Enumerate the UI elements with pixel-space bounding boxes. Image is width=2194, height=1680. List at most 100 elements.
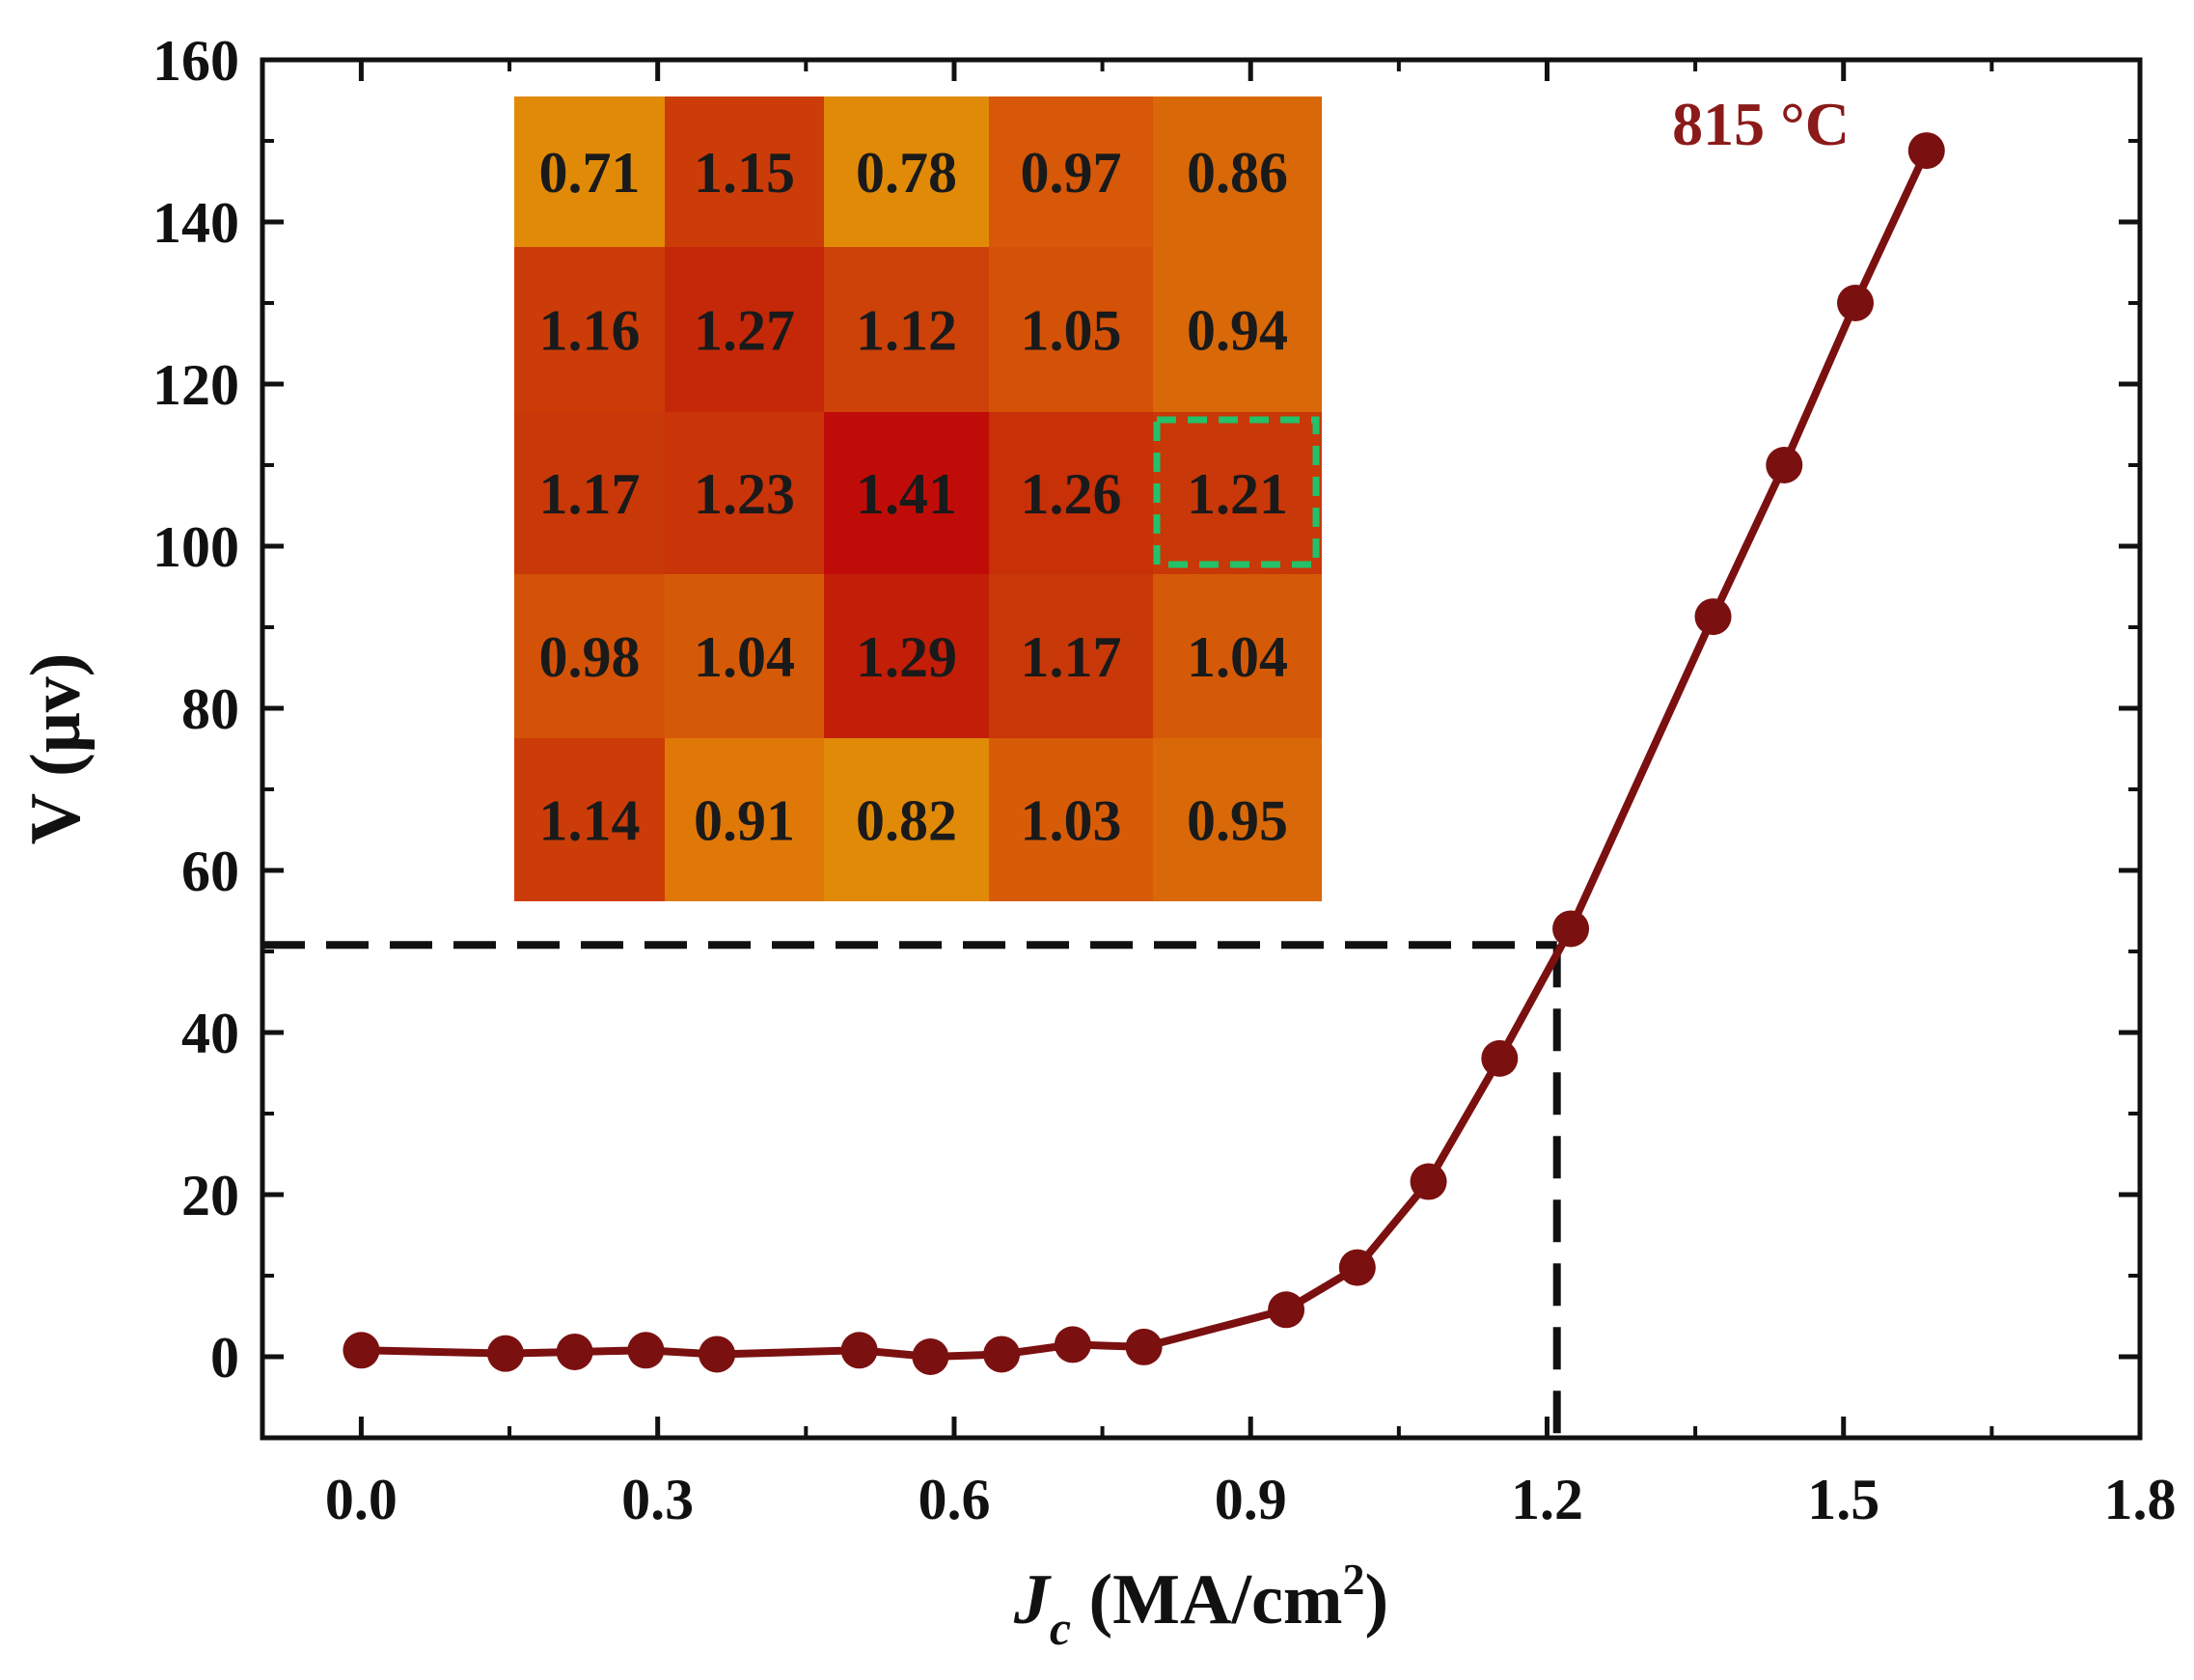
data-point-1 — [486, 1335, 524, 1372]
heatmap-cell-1-4 — [1153, 247, 1322, 412]
heatmap-cell-label-0-4: 0.86 — [1187, 141, 1288, 205]
y-tick-label-3: 60 — [181, 840, 239, 903]
heatmap-cell-label-2-0: 1.17 — [539, 462, 641, 526]
x-axis-title: Jc (MA/cm2) — [1013, 1555, 1388, 1655]
heatmap-cell-label-1-3: 1.05 — [1021, 299, 1122, 363]
heatmap-cell-2-4 — [1153, 412, 1322, 574]
heatmap-highlight-box — [1153, 416, 1320, 568]
x-axis-title-sub: c — [1050, 1601, 1071, 1655]
heatmap-cell-2-1 — [665, 412, 824, 574]
heatmap-cell-label-1-0: 1.16 — [539, 299, 641, 363]
heatmap-cell-2-3 — [989, 412, 1153, 574]
y-tick-label-5: 100 — [152, 515, 239, 579]
data-point-6 — [912, 1338, 949, 1375]
y-tick-label-6: 120 — [152, 353, 239, 417]
heatmap-cell-label-0-0: 0.71 — [539, 141, 641, 205]
heatmap-cell-label-3-1: 1.04 — [694, 625, 795, 689]
heatmap-cell-label-0-3: 0.97 — [1021, 141, 1122, 205]
data-point-7 — [983, 1336, 1021, 1373]
heatmap-cell-4-0 — [514, 738, 665, 901]
heatmap-cell-label-2-2: 1.41 — [856, 462, 957, 526]
data-point-5 — [840, 1332, 878, 1369]
heatmap-cell-3-0 — [514, 574, 665, 738]
data-point-0 — [343, 1332, 380, 1369]
heatmap-cell-3-3 — [989, 574, 1153, 738]
heatmap-cell-2-2 — [824, 412, 989, 574]
heatmap-cell-label-1-2: 1.12 — [856, 299, 957, 363]
x-tick-label-6: 1.8 — [2104, 1468, 2177, 1531]
heatmap-cell-label-2-1: 1.23 — [694, 462, 795, 526]
heatmap-cell-4-2 — [824, 738, 989, 901]
data-point-11 — [1338, 1249, 1376, 1286]
plot-frame — [260, 57, 2143, 1441]
data-point-15 — [1694, 598, 1732, 636]
x-tick-label-0: 0.0 — [325, 1468, 398, 1531]
x-tick-label-4: 1.2 — [1511, 1468, 1583, 1531]
heatmap-cell-3-2 — [824, 574, 989, 738]
heatmap-cell-label-4-0: 1.14 — [539, 789, 641, 853]
x-tick-label-5: 1.5 — [1807, 1468, 1879, 1531]
heatmap-cell-label-1-1: 1.27 — [694, 299, 795, 363]
x-axis-title-close: ) — [1365, 1560, 1389, 1639]
heatmap-cell-1-2 — [824, 247, 989, 412]
heatmap-cell-0-4 — [1153, 96, 1322, 247]
data-point-8 — [1054, 1326, 1091, 1363]
series-annotation: 815 °C — [1672, 90, 1850, 158]
data-point-3 — [627, 1332, 665, 1369]
heatmap-cell-label-3-0: 0.98 — [539, 625, 641, 689]
heatmap-cell-label-4-4: 0.95 — [1187, 789, 1288, 853]
x-axis-title-sup: 2 — [1343, 1555, 1365, 1604]
heatmap-cell-label-4-2: 0.82 — [856, 789, 957, 853]
heatmap-cell-4-1 — [665, 738, 824, 901]
heatmap-cell-3-4 — [1153, 574, 1322, 738]
data-point-10 — [1268, 1291, 1305, 1329]
heatmap-cell-label-4-1: 0.91 — [694, 789, 795, 853]
x-tick-label-3: 0.9 — [1215, 1468, 1287, 1531]
data-point-9 — [1125, 1328, 1163, 1365]
data-point-12 — [1410, 1163, 1447, 1200]
heatmap-cell-0-0 — [514, 96, 665, 247]
heatmap-cell-label-2-4: 1.21 — [1187, 462, 1288, 526]
data-point-2 — [556, 1333, 593, 1370]
heatmap-cell-0-1 — [665, 96, 824, 247]
inset-heatmap: 0.71 1.15 0.78 0.97 0.86 1.16 1.27 1.12 1.05 0.94… — [514, 96, 1322, 901]
heatmap-cell-1-1 — [665, 247, 824, 412]
heatmap-cell-0-3 — [989, 96, 1153, 247]
y-tick-label-8: 160 — [152, 29, 239, 93]
heatmap-cell-1-0 — [514, 247, 665, 412]
x-axis-title-main: J — [1013, 1560, 1052, 1639]
x-axis-title-units: (MA/cm — [1071, 1560, 1342, 1639]
heatmap-cell-1-3 — [989, 247, 1153, 412]
data-point-16 — [1766, 447, 1803, 483]
reference-lines — [262, 941, 1561, 1438]
heatmap-cell-label-3-2: 1.29 — [856, 625, 957, 689]
series-815c — [343, 132, 1945, 1375]
x-tick-label-2: 0.6 — [918, 1468, 990, 1531]
y-axis-title: V (μv) — [16, 653, 96, 845]
data-point-4 — [699, 1336, 736, 1373]
y-tick-label-0: 0 — [210, 1326, 239, 1390]
y-tick-label-7: 140 — [152, 191, 239, 255]
heatmap-cell-label-0-1: 1.15 — [694, 141, 795, 205]
y-tick-label-1: 20 — [181, 1164, 239, 1227]
data-point-17 — [1837, 285, 1875, 321]
axes: 0.0 0.3 0.6 0.9 1.2 1.5 1.8 0 20 40 60 80 100 120 140 1… — [152, 29, 2177, 1531]
y-tick-label-2: 40 — [181, 1002, 239, 1065]
heatmap-cell-4-4 — [1153, 738, 1322, 901]
heatmap-cell-label-1-4: 0.94 — [1187, 299, 1288, 363]
heatmap-cell-label-2-3: 1.26 — [1021, 462, 1122, 526]
heatmap-cell-4-3 — [989, 738, 1153, 901]
x-tick-label-1: 0.3 — [621, 1468, 694, 1531]
heatmap-cell-label-3-4: 1.04 — [1187, 625, 1288, 689]
heatmap-cell-label-3-3: 1.17 — [1021, 625, 1122, 689]
data-point-13 — [1481, 1039, 1519, 1077]
heatmap-cell-label-0-2: 0.78 — [856, 141, 957, 205]
heatmap-cell-2-0 — [514, 412, 665, 574]
heatmap-cell-0-2 — [824, 96, 989, 247]
data-point-18 — [1907, 132, 1945, 170]
heatmap-cell-3-1 — [665, 574, 824, 738]
y-tick-label-4: 80 — [181, 677, 239, 741]
heatmap-cell-label-4-3: 1.03 — [1021, 789, 1122, 853]
data-point-14 — [1552, 910, 1590, 948]
